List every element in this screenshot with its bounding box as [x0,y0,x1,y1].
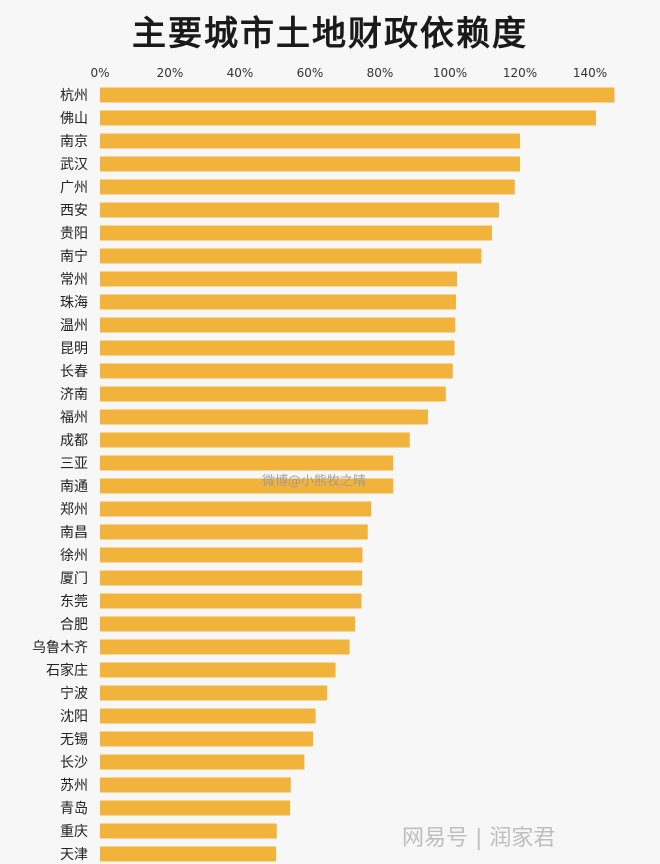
category-label: 南京 [60,134,88,150]
bar [100,294,456,310]
x-axis-ticks: 0% 20% 40% 60% 80% 100% 120% 140% [90,66,607,80]
category-label: 珠海 [60,295,88,311]
bar [100,225,492,241]
bar [100,846,277,862]
category-label: 沈阳 [60,709,88,725]
bar [100,777,291,793]
x-tick-label: 120% [503,66,537,80]
category-label: 济南 [60,387,88,403]
x-tick-label: 60% [297,66,324,80]
watermark-corner: 网易号 | 润家君 [402,826,556,851]
category-label: 贵阳 [60,226,88,242]
bar [100,639,350,655]
x-tick-label: 0% [90,66,109,80]
category-label: 天津 [60,847,88,863]
chart-title: 主要城市土地财政依赖度 [132,14,528,54]
category-label: 三亚 [60,456,88,472]
category-label: 长沙 [60,755,88,771]
category-label: 成都 [60,433,88,449]
category-label: 南通 [60,479,88,495]
bar [100,616,356,632]
category-label: 福州 [60,410,88,426]
category-label: 温州 [60,318,88,334]
bar [100,685,328,701]
bar [100,823,277,839]
category-label: 青岛 [60,801,88,817]
bar [100,202,499,218]
category-label: 东莞 [60,594,88,610]
category-label: 苏州 [60,778,88,794]
category-label: 重庆 [60,824,88,840]
category-label: 石家庄 [46,662,88,679]
bar [100,110,596,126]
x-tick-label: 80% [367,66,394,80]
bar [100,432,410,448]
bar [100,133,520,149]
category-label: 郑州 [60,502,88,518]
bar [100,248,482,264]
category-label: 南昌 [60,525,88,541]
category-label: 昆明 [60,341,88,357]
x-tick-label: 100% [433,66,467,80]
bar [100,662,336,678]
bar [100,731,314,747]
bar [100,179,515,195]
bar [100,317,456,333]
category-label: 常州 [60,272,88,288]
bar [100,708,316,724]
bar [100,593,362,609]
bar [100,754,305,770]
category-label: 长春 [60,364,88,380]
category-label: 杭州 [60,88,88,104]
x-tick-label: 140% [573,66,607,80]
category-label: 乌鲁木齐 [32,640,88,656]
category-label: 徐州 [60,548,88,564]
bar [100,800,291,816]
category-label: 佛山 [60,111,88,127]
bar [100,87,615,103]
x-tick-label: 20% [157,66,184,80]
bar [100,478,394,494]
bar [100,386,446,402]
category-labels: 杭州佛山南京武汉广州西安贵阳南宁常州珠海温州昆明长春济南福州成都三亚南通郑州南昌… [32,88,88,863]
category-label: 南宁 [60,248,88,265]
bar [100,340,455,356]
bar [100,455,394,471]
bar [100,570,363,586]
category-label: 无锡 [60,732,88,748]
bar [100,271,457,287]
category-label: 武汉 [60,157,88,173]
bar [100,547,363,563]
bar [100,501,372,517]
bars [100,87,615,862]
bar [100,156,520,172]
x-tick-label: 40% [227,66,254,80]
bar [100,524,368,540]
category-label: 宁波 [60,685,88,702]
category-label: 广州 [60,180,88,196]
watermark-weibo: 微博@小熊牧之晴 [262,474,367,489]
category-label: 西安 [60,203,88,219]
category-label: 合肥 [60,617,88,633]
bar [100,363,453,379]
bar [100,409,428,425]
category-label: 厦门 [60,571,88,587]
